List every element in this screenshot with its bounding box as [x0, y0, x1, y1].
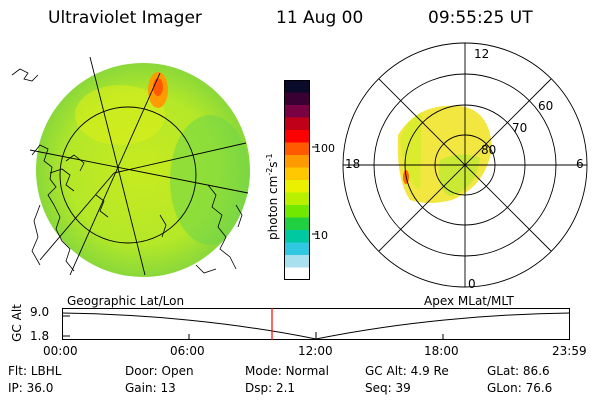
colorbar-swatch [284, 217, 310, 231]
time-label-0000: 00:00 [43, 344, 78, 358]
colorbar-swatch [284, 242, 310, 256]
footer-dsp: Dsp: 2.1 [245, 381, 296, 395]
time: 09:55:25 UT [428, 8, 533, 28]
colorbar-swatch [284, 180, 310, 193]
alt-ylabel: GC Alt [10, 304, 24, 342]
footer-door: Door: Open [125, 364, 194, 378]
colorbar-swatch [284, 80, 310, 93]
mlt-label-12: 12 [474, 47, 489, 61]
colorbar-swatch [284, 105, 310, 118]
latlon-grid [29, 56, 249, 276]
footer-glon: GLon: 76.6 [487, 381, 553, 395]
polar-grid [342, 42, 588, 288]
footer-ip: IP: 36.0 [8, 381, 54, 395]
colorbar-swatch [284, 155, 310, 168]
title: Ultraviolet Imager [48, 8, 202, 28]
footer-gain: Gain: 13 [125, 381, 176, 395]
mlt-label-6: 6 [576, 157, 584, 171]
footer-seq: Seq: 39 [365, 381, 411, 395]
geographic-image [11, 56, 250, 277]
alt-tick-1-8: 1.8 [30, 329, 50, 343]
colorbar-swatch [284, 130, 310, 143]
colorbar-swatch [284, 267, 310, 281]
mlat-label-60: 60 [538, 99, 553, 113]
colorbar-swatch [284, 117, 310, 131]
apex-label: Apex MLat/MLT [424, 294, 514, 308]
date: 11 Aug 00 [276, 8, 364, 28]
time-label-1200: 12:00 [298, 344, 333, 358]
mlt-label-0: 0 [468, 277, 476, 291]
colorbar-swatch [284, 167, 310, 181]
colorbar-tick-100: 100 [314, 142, 335, 155]
time-label-1800: 18:00 [424, 344, 459, 358]
time-label-2359: 23:59 [552, 344, 587, 358]
colorbar-swatch [284, 92, 310, 106]
colorbar-tick-10: 10 [314, 229, 328, 242]
svg-text:photon cm-2s-1: photon cm-2s-1 [265, 153, 280, 240]
alt-tick-9: 9.0 [30, 305, 50, 319]
footer-gcalt: GC Alt: 4.9 Re [365, 364, 449, 378]
colorbar-swatch [284, 192, 310, 206]
colorbar-swatch [284, 255, 310, 268]
mlat-label-70: 70 [512, 121, 527, 135]
mlt-label-18: 18 [345, 157, 360, 171]
polar-plot: 12 18 6 0 60 70 80 [342, 42, 588, 291]
footer-flt: Flt: LBHL [8, 364, 62, 378]
colorbar [284, 80, 310, 281]
colorbar-swatch [284, 205, 310, 218]
colorbar-ticks: 100 10 [312, 142, 335, 242]
colorbar-label: photon cm-2s-1 [265, 153, 280, 240]
footer-glat: GLat: 86.6 [487, 364, 550, 378]
mlat-label-80: 80 [481, 143, 496, 157]
colorbar-swatch [284, 142, 310, 156]
geographic-label: Geographic Lat/Lon [67, 294, 185, 308]
colorbar-swatch [284, 230, 310, 243]
time-label-0600: 06:00 [170, 344, 205, 358]
altitude-plot [61, 308, 571, 340]
footer-mode: Mode: Normal [245, 364, 329, 378]
